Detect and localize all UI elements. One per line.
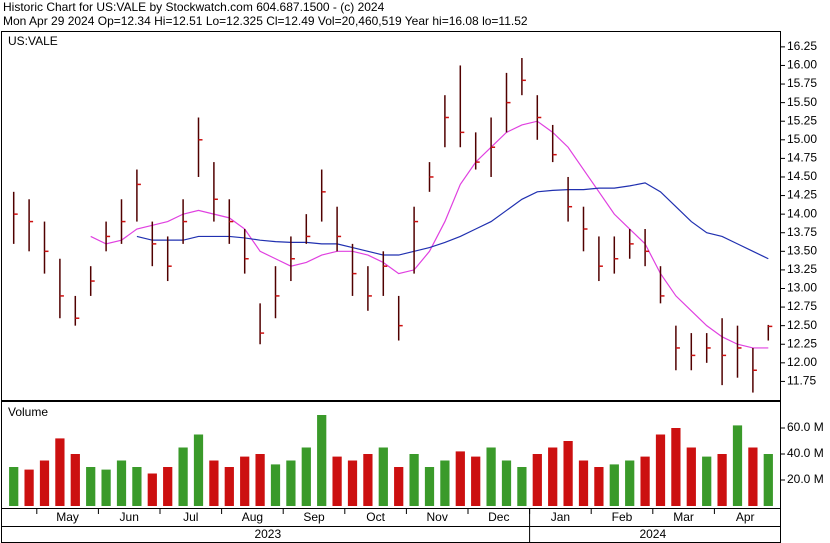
volume-bar [471, 456, 481, 506]
volume-bar [517, 467, 527, 506]
volume-bar [301, 447, 311, 506]
volume-bar [317, 415, 327, 506]
volume-bar [363, 454, 373, 506]
y-tick-label: 13.25 [787, 262, 817, 276]
volume-bar [116, 460, 127, 506]
x-tick-label: Apr [736, 510, 755, 524]
x-tick-label: Mar [673, 510, 694, 524]
y-tick-label: 12.25 [787, 336, 817, 350]
volume-label: Volume [8, 405, 48, 419]
year-label: 2023 [254, 527, 281, 541]
volume-bar [55, 438, 65, 506]
volume-bar [594, 467, 604, 506]
volume-bar [70, 454, 80, 506]
volume-bar [424, 467, 435, 506]
volume-bar [347, 460, 358, 506]
y-tick-label: 16.00 [787, 58, 817, 72]
volume-bar [640, 456, 650, 506]
year-label: 2024 [639, 527, 666, 541]
volume-bar [625, 460, 635, 506]
volume-bar [332, 456, 342, 506]
volume-bar [532, 454, 542, 506]
volume-bar [24, 469, 34, 506]
y-tick-label: 14.50 [787, 169, 817, 183]
volume-bar [548, 447, 558, 506]
symbol-label: US:VALE [8, 34, 58, 48]
x-tick-label: Oct [366, 510, 385, 524]
volume-bar [578, 460, 589, 506]
volume-bar [440, 460, 450, 506]
volume-bar [702, 456, 712, 506]
volume-bar [193, 434, 204, 506]
volume-bar [686, 447, 696, 506]
volume-bar [132, 467, 142, 506]
x-tick-label: Dec [488, 510, 509, 524]
y-tick-label: 13.00 [787, 281, 817, 295]
y-tick-label: 15.50 [787, 95, 817, 109]
volume-bar [270, 464, 281, 506]
volume-bar [409, 454, 419, 506]
volume-bar [394, 467, 404, 506]
y-tick-label: 11.75 [787, 374, 816, 388]
volume-bar [163, 467, 173, 506]
volume-bar [501, 460, 512, 506]
volume-bar [209, 460, 219, 506]
y-tick-label: 12.00 [787, 355, 817, 369]
price-panel [1, 31, 781, 401]
volume-bar [671, 428, 681, 506]
y2-tick-label: 20.0 M [787, 472, 824, 486]
y-tick-label: 12.50 [787, 318, 817, 332]
volume-bar [101, 469, 111, 506]
y-tick-label: 13.50 [787, 243, 817, 257]
y-tick-label: 14.00 [787, 206, 817, 220]
volume-bar [147, 473, 157, 506]
y-tick-label: 15.00 [787, 132, 817, 146]
x-tick-label: Jun [120, 510, 139, 524]
volume-bar [732, 425, 743, 506]
volume-bar [763, 454, 773, 506]
volume-bar [39, 460, 50, 506]
volume-bar [717, 454, 727, 506]
volume-bar [486, 447, 496, 506]
volume-bar [609, 464, 619, 506]
volume-bar [748, 447, 758, 506]
y-tick-label: 15.75 [787, 76, 817, 90]
x-tick-label: Feb [612, 510, 633, 524]
y-tick-label: 12.75 [787, 299, 817, 313]
x-tick-label: Sep [303, 510, 325, 524]
y-tick-label: 14.25 [787, 188, 817, 202]
y-tick-label: 13.75 [787, 225, 817, 239]
ma-line [136, 182, 769, 260]
chart-title: Historic Chart for US:VALE by Stockwatch… [3, 0, 385, 14]
volume-bar [455, 451, 465, 506]
y-tick-label: 14.75 [787, 151, 817, 165]
y-tick-label: 15.25 [787, 113, 817, 127]
y2-tick-label: 40.0 M [787, 446, 824, 460]
volume-bar [286, 460, 296, 506]
chart-subtitle: Mon Apr 29 2024 Op=12.34 Hi=12.51 Lo=12.… [3, 14, 528, 28]
x-tick-label: Jan [551, 510, 570, 524]
volume-bar [378, 447, 388, 506]
volume-bar [9, 467, 19, 506]
volume-bar [240, 456, 250, 506]
y-tick-label: 16.25 [787, 39, 817, 53]
volume-bar [86, 467, 96, 506]
x-tick-label: Nov [427, 510, 448, 524]
ma-line [90, 120, 769, 349]
volume-bar [255, 454, 265, 506]
volume-bar [563, 441, 573, 506]
volume-bar [224, 467, 234, 506]
y2-tick-label: 60.0 M [787, 420, 824, 434]
x-tick-label: Aug [242, 510, 263, 524]
volume-bar [178, 447, 188, 506]
x-tick-label: May [56, 510, 79, 524]
volume-bar [655, 434, 666, 506]
x-tick-label: Jul [183, 510, 198, 524]
